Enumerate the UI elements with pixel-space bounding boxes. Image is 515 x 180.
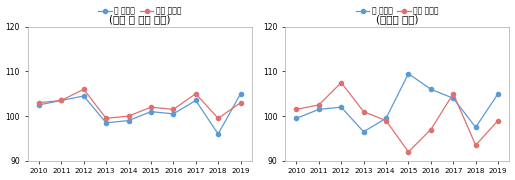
첫 일자리 — [473, 126, 479, 128]
첫 일자리 — [450, 97, 456, 99]
첫 일자리 — [193, 99, 199, 102]
현재 일자리 — [193, 93, 199, 95]
첫 일자리 — [103, 122, 109, 124]
현재 일자리 — [405, 151, 411, 153]
현재 일자리 — [383, 120, 389, 122]
첫 일자리 — [405, 73, 411, 75]
현재 일자리 — [103, 117, 109, 119]
현재 일자리 — [126, 115, 132, 117]
현재 일자리 — [36, 102, 42, 104]
첫 일자리 — [316, 108, 322, 111]
현재 일자리 — [450, 93, 456, 95]
현재 일자리 — [170, 108, 177, 111]
현재 일자리 — [360, 111, 367, 113]
현재 일자리 — [294, 108, 300, 111]
첫 일자리 — [495, 93, 501, 95]
현재 일자리 — [428, 129, 434, 131]
첫 일자리 — [294, 117, 300, 119]
첫 일자리 — [215, 133, 221, 135]
첫 일자리 — [36, 104, 42, 106]
현재 일자리 — [58, 99, 64, 102]
첫 일자리 — [126, 120, 132, 122]
첫 일자리 — [338, 106, 345, 108]
첫 일자리 — [81, 95, 87, 97]
현재 일자리 — [237, 102, 244, 104]
현재 일자리 — [316, 104, 322, 106]
현재 일자리 — [215, 117, 221, 119]
첫 일자리 — [237, 93, 244, 95]
첫 일자리 — [58, 99, 64, 102]
첫 일자리 — [428, 88, 434, 90]
현재 일자리 — [495, 120, 501, 122]
Line: 현재 일자리: 현재 일자리 — [294, 80, 500, 154]
Line: 첫 일자리: 첫 일자리 — [294, 71, 500, 134]
Line: 현재 일자리: 현재 일자리 — [37, 87, 243, 120]
현재 일자리 — [338, 82, 345, 84]
현재 일자리 — [148, 106, 154, 108]
Legend: 첫 일자리, 현재 일자리: 첫 일자리, 현재 일자리 — [98, 6, 181, 15]
첫 일자리 — [383, 117, 389, 119]
Title: (이동성 감소): (이동성 감소) — [376, 15, 419, 24]
첫 일자리 — [148, 111, 154, 113]
첫 일자리 — [360, 131, 367, 133]
현재 일자리 — [473, 144, 479, 146]
현재 일자리 — [81, 88, 87, 90]
Legend: 첫 일자리, 현재 일자리: 첫 일자리, 현재 일자리 — [356, 6, 439, 15]
첫 일자리 — [170, 113, 177, 115]
Title: (집단 간 차이 증가): (집단 간 차이 증가) — [109, 15, 170, 24]
Line: 첫 일자리: 첫 일자리 — [37, 92, 243, 136]
